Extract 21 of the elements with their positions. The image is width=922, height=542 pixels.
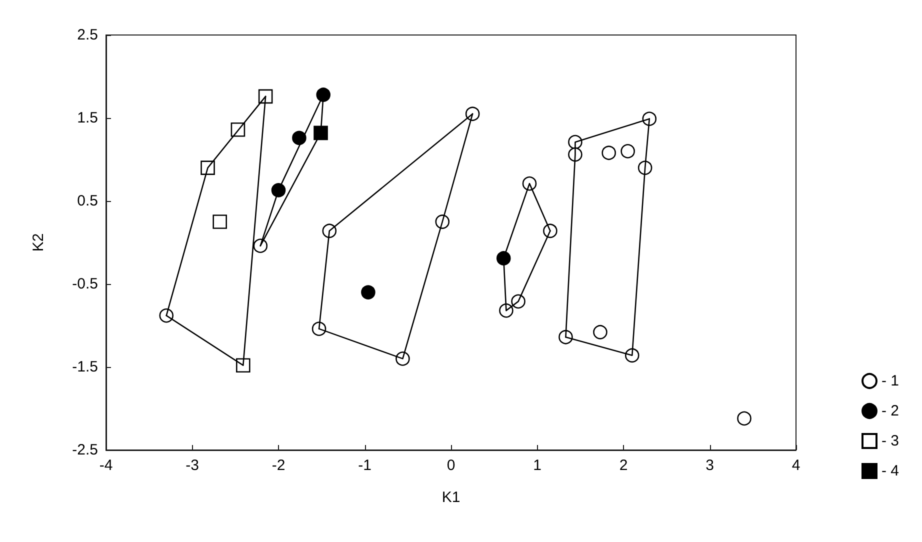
y-tick-label: -2.5 [72,442,98,458]
legend-label: - 2 [881,402,900,420]
y-tick-label: -0.5 [72,276,98,292]
x-tick-label: 4 [792,457,800,474]
x-tick-label: -2 [272,457,286,474]
x-tick-label: -4 [99,457,113,474]
x-tick-label: -1 [358,457,372,474]
x-tick-label: 2 [619,457,628,474]
x-tick-label: 1 [533,457,542,474]
y-tick-label: -1.5 [72,358,98,376]
x-tick-label: 3 [706,457,714,474]
x-tick-label: 0 [446,457,456,474]
y-axis-title: K2 [30,233,47,252]
legend-label: - 3 [881,432,900,450]
x-tick-label: -3 [186,457,199,474]
legend-label: - 4 [881,462,900,480]
x-axis-title: K1 [442,489,460,506]
legend-label: - 1 [881,372,900,390]
y-tick-label: 2.5 [77,26,98,44]
y-tick-label: 1.5 [77,110,98,126]
y-tick-label: 0.5 [77,192,98,210]
